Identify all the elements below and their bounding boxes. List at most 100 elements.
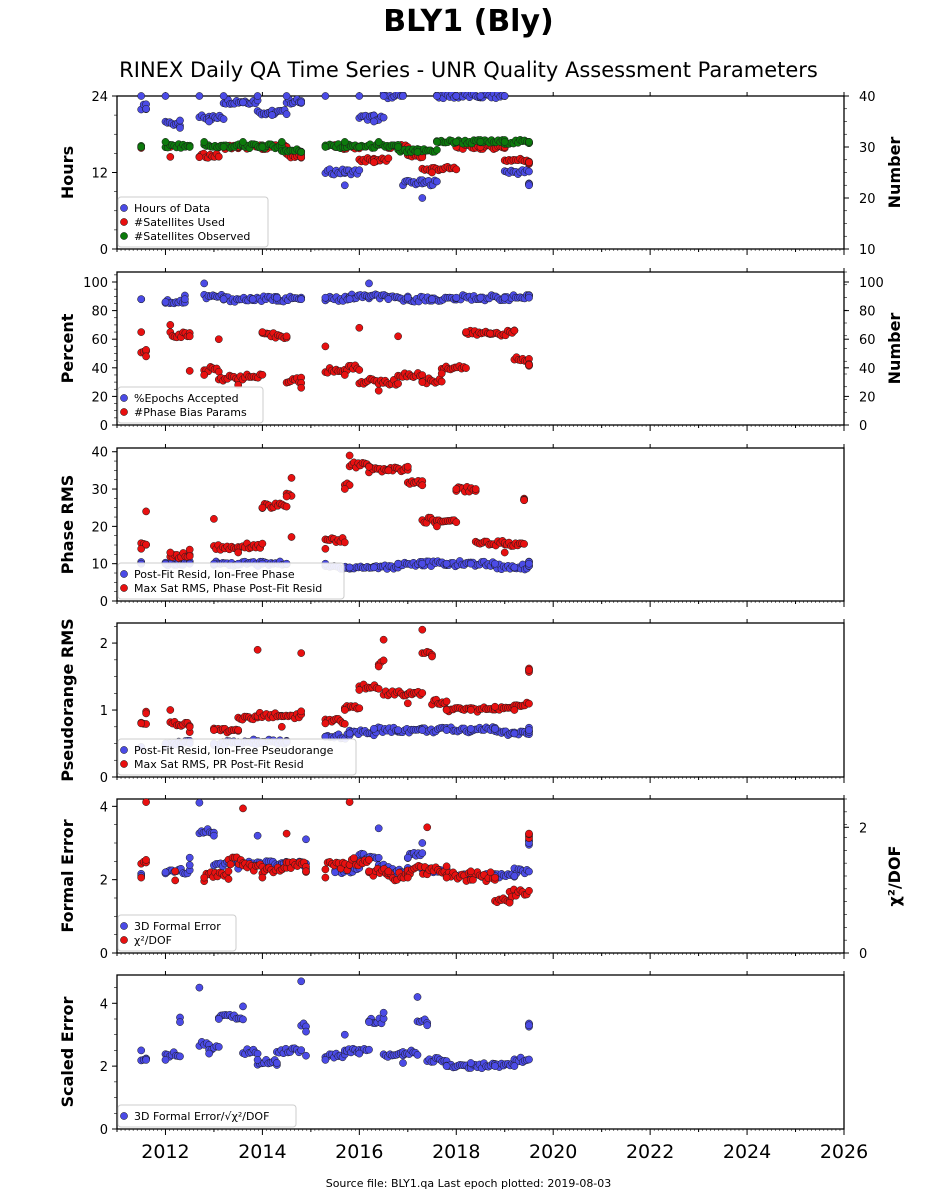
y2-tick-label: 20 [859, 390, 876, 405]
series-1-point [253, 831, 262, 840]
series-2-point [137, 544, 146, 553]
series-2-point [185, 367, 194, 375]
series-1-point [491, 724, 499, 733]
series-1-point [302, 1027, 310, 1036]
y-tick-label: 2 [100, 874, 108, 889]
series-2-point [505, 898, 514, 907]
series-2-point [433, 522, 441, 531]
series-1-point [510, 729, 519, 738]
series-1-point [525, 559, 533, 568]
series-2-point [214, 152, 223, 161]
series-1-point [365, 279, 373, 288]
series-2-point [428, 168, 436, 177]
series-1-point [476, 293, 485, 302]
series-2-point [365, 462, 373, 471]
series-3-point [433, 138, 441, 146]
series-1-point [525, 1055, 533, 1064]
series-2-point [462, 328, 470, 336]
y-tick-label: 2 [100, 1060, 108, 1075]
legend-box [117, 914, 237, 952]
legend-label: #Satellites Observed [134, 230, 250, 243]
series-2-point [510, 706, 519, 714]
series-2-point [185, 722, 194, 731]
series-2-point [340, 538, 349, 547]
series-1-point [525, 726, 533, 734]
y2-tick-label: 30 [859, 141, 876, 156]
y-tick-label: 80 [91, 305, 108, 320]
series-1-point [466, 559, 475, 568]
series-2-point [428, 652, 436, 661]
series-2-point [345, 451, 354, 460]
legend-label: Hours of Data [134, 202, 210, 215]
y-tick-label: 20 [91, 390, 108, 405]
legend-label: Post-Fit Resid, Ion-Free Phase [134, 568, 295, 581]
series-1-point [176, 116, 184, 125]
series-1-point [345, 295, 354, 304]
y-tick-label: 60 [91, 333, 108, 348]
y-tick-label: 100 [83, 276, 108, 291]
series-1-point [268, 111, 276, 119]
series-2-point [355, 323, 364, 332]
series-1-point [297, 295, 306, 304]
series-1-point [442, 726, 451, 734]
series-2-point [452, 518, 461, 527]
legend-marker [120, 408, 128, 416]
series-2-point [258, 539, 267, 548]
series-2-point [525, 699, 533, 708]
y-tick-label: 0 [100, 243, 108, 258]
series-1-point [510, 872, 519, 880]
series-2-point [321, 865, 330, 874]
legend-marker [120, 218, 128, 226]
series-2-point [340, 371, 349, 379]
series-1-point [525, 293, 533, 302]
series-1-point [137, 1046, 146, 1055]
series-1-point [239, 1015, 247, 1024]
series-1-point [476, 92, 485, 100]
source-footer: Source file: BLY1.qa Last epoch plotted:… [325, 1177, 612, 1190]
series-1-point [394, 559, 402, 568]
series-2-point [142, 352, 150, 361]
series-1-point [452, 293, 461, 302]
series-3-point [185, 143, 194, 151]
series-1-point [321, 92, 330, 100]
y-tick-label: 30 [91, 483, 108, 498]
series-2-point [142, 346, 150, 354]
series-2-point [374, 662, 383, 671]
data-points [137, 977, 533, 1073]
legend-box [117, 562, 345, 600]
series-1-point [442, 559, 451, 568]
series-1-point [500, 293, 509, 302]
series-2-point [142, 507, 150, 516]
series-2-point [374, 386, 383, 395]
data-points [137, 92, 533, 202]
series-2-point [258, 370, 267, 379]
series-1-point [399, 1059, 407, 1067]
series-2-point [350, 854, 358, 862]
series-1-point [282, 92, 291, 100]
data-points [137, 279, 533, 395]
series-3-point [413, 148, 422, 156]
series-1-point [161, 868, 170, 877]
series-1-point [297, 1046, 306, 1054]
series-1-point [219, 115, 228, 123]
series-1-point [340, 181, 349, 190]
series-1-point [161, 1056, 170, 1064]
series-1-point [161, 92, 170, 100]
series-2-point [258, 503, 267, 512]
y2-tick-label: 20 [859, 192, 876, 207]
series-1-point [205, 117, 213, 126]
series-2-point [355, 366, 364, 374]
series-2-point [340, 485, 349, 493]
series-2-point [200, 873, 209, 882]
legend-box [117, 738, 357, 776]
series-1-point [418, 194, 427, 202]
series-2-point [452, 165, 461, 174]
series-2-point [510, 326, 519, 335]
series-2-point [297, 383, 306, 392]
series-1-point [394, 726, 402, 734]
series-2-point [437, 369, 446, 378]
series-2-point [166, 153, 175, 161]
series-1-point [403, 853, 412, 862]
series-2-point [491, 873, 499, 882]
chart-subtitle: RINEX Daily QA Time Series - UNR Quality… [119, 58, 818, 82]
